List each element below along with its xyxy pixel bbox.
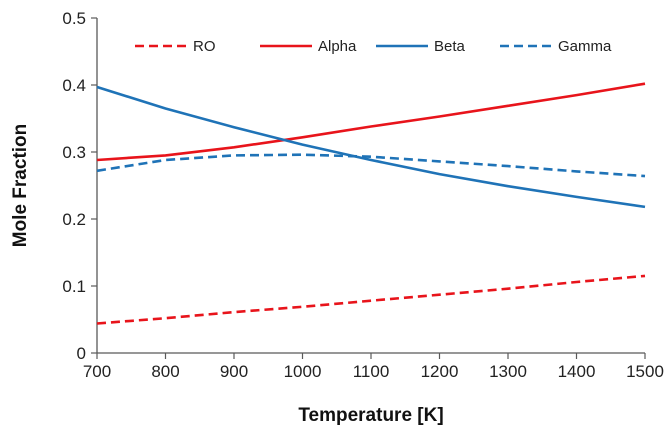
plot-axes: 700 800 900 1000 1100 1200 1300 1400 1500 0 0.1 0.2…: [62, 9, 664, 381]
series-line-gamma: [96, 153, 646, 178]
y-tick-label: 0.5: [62, 9, 86, 28]
y-tick-label: 0.1: [62, 277, 86, 296]
legend-label-gamma: Gamma: [558, 38, 612, 55]
legend-label-beta: Beta: [434, 38, 466, 55]
legend-label-alpha: Alpha: [318, 38, 357, 55]
y-tick-label: 0.2: [62, 210, 86, 229]
legend: RO Alpha Beta Gamma: [135, 38, 612, 55]
series-layer: [96, 82, 646, 325]
y-tick-label: 0: [77, 344, 86, 363]
x-axis-title: Temperature [K]: [298, 405, 443, 426]
x-tick-label: 1200: [421, 362, 459, 381]
x-tick-label: 1500: [626, 362, 664, 381]
x-tick-label: 700: [83, 362, 111, 381]
x-tick-label: 900: [220, 362, 248, 381]
x-tick-label: 1000: [284, 362, 322, 381]
series-line-beta: [96, 85, 646, 209]
y-axis-title: Mole Fraction: [10, 124, 31, 248]
y-tick-label: 0.4: [62, 76, 86, 95]
series-line-alpha: [96, 82, 646, 162]
x-tick-label: 800: [151, 362, 179, 381]
x-tick-label: 1100: [353, 362, 390, 381]
series-line-ro: [96, 274, 646, 325]
legend-label-ro: RO: [193, 38, 216, 55]
y-tick-label: 0.3: [62, 143, 86, 162]
x-tick-label: 1300: [489, 362, 527, 381]
x-tick-label: 1400: [558, 362, 596, 381]
